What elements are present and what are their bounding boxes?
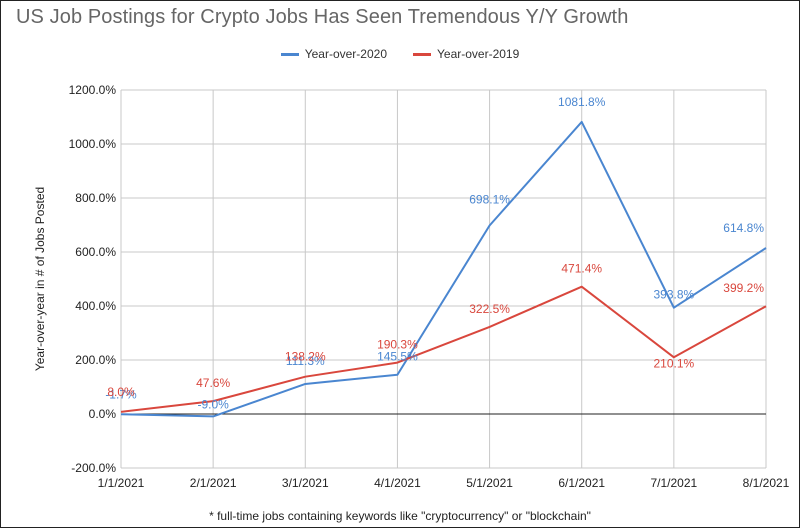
legend-swatch-2020 [280, 52, 299, 56]
data-label-2020: 145.5% [377, 350, 418, 364]
x-tick-label: 2/1/2021 [190, 476, 237, 490]
data-label-2019: 399.2% [723, 281, 764, 295]
y-tick-label: -200.0% [71, 461, 116, 475]
y-axis-title: Year-over-year in # of Jobs Posted [33, 187, 47, 371]
y-tick-label: 200.0% [75, 353, 116, 367]
data-label-2019: 138.2% [285, 350, 326, 364]
legend-swatch-2019 [413, 52, 431, 56]
legend-item-2020: Year-over-2020 [280, 47, 387, 61]
chart-title: US Job Postings for Crypto Jobs Has Seen… [16, 6, 629, 28]
data-label-2020: -1.7% [105, 387, 137, 401]
x-tick-label: 3/1/2021 [282, 476, 329, 490]
data-label-2019: 322.5% [469, 302, 510, 316]
data-label-2020: 393.8% [654, 288, 695, 302]
data-label-2020: 698.1% [469, 193, 510, 207]
legend-item-2019: Year-over-2019 [413, 47, 519, 61]
footnote: * full-time jobs containing keywords lik… [209, 509, 591, 523]
legend-label-2020: Year-over-2020 [304, 47, 387, 61]
series-line-2020 [120, 120, 767, 418]
data-label-2019: 190.3% [377, 338, 418, 352]
data-label-2019: 471.4% [561, 262, 602, 276]
y-tick-label: 400.0% [75, 299, 116, 313]
data-label-2020: 1081.8% [558, 95, 606, 109]
x-tick-label: 4/1/2021 [374, 476, 421, 490]
data-label-2019: 8.0% [107, 385, 135, 399]
x-tick-label: 6/1/2021 [558, 476, 605, 490]
x-tick-label: 8/1/2021 [743, 476, 790, 490]
y-tick-label: 600.0% [75, 245, 116, 259]
data-label-2020: 614.8% [723, 221, 764, 235]
data-label-2019: 210.1% [654, 356, 695, 370]
y-tick-label: 800.0% [75, 191, 116, 205]
data-label-2020: 111.3% [286, 354, 325, 368]
data-label-2020: -9.0% [197, 397, 229, 411]
x-tick-label: 1/1/2021 [98, 476, 145, 490]
data-label-2019: 47.6% [196, 376, 230, 390]
x-tick-label: 5/1/2021 [466, 476, 513, 490]
series-line-2019 [120, 285, 767, 413]
legend-label-2019: Year-over-2019 [437, 47, 520, 61]
y-tick-label: 0.0% [89, 407, 117, 421]
legend: Year-over-2020 Year-over-2019 [0, 47, 800, 61]
y-tick-label: 1200.0% [69, 83, 117, 97]
y-tick-label: 1000.0% [69, 137, 117, 151]
x-tick-label: 7/1/2021 [650, 476, 697, 490]
